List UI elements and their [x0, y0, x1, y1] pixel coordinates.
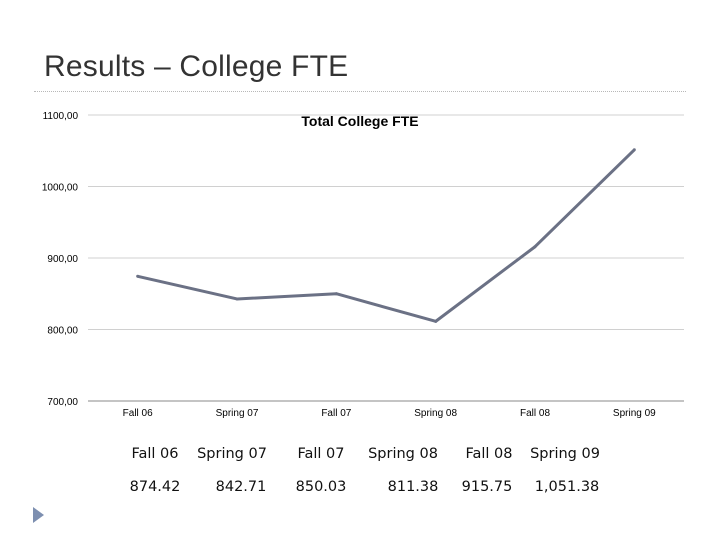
y-tick-label: 1000,00	[42, 183, 79, 194]
data-point	[434, 319, 438, 323]
table-header-cell: Fall 07	[297, 446, 345, 462]
title-divider	[34, 91, 686, 92]
y-tick-label: 1100,00	[43, 111, 79, 122]
table-header-cell: Fall 08	[465, 446, 513, 462]
table-value-cell: 842.71	[215, 479, 267, 495]
table-header-cell: Spring 09	[530, 446, 600, 462]
series-line	[137, 148, 636, 323]
data-point	[136, 274, 140, 278]
table-header-cell: Spring 08	[368, 446, 438, 462]
x-tick-label: Fall 06	[123, 408, 153, 419]
table-value-cell: 1,051.38	[534, 479, 600, 495]
table-header-cell: Fall 06	[131, 446, 179, 462]
data-point	[334, 292, 338, 296]
triangle-bullet-icon	[33, 507, 44, 523]
x-tick-label: Spring 08	[414, 408, 457, 419]
x-tick-label: Spring 09	[613, 408, 656, 419]
table-value-cell: 811.38	[387, 479, 439, 495]
chart-title: Total College FTE	[301, 113, 418, 129]
data-point	[632, 148, 636, 152]
slide-title: Results – College FTE	[44, 50, 349, 83]
y-tick-label: 700,00	[47, 397, 78, 408]
x-tick-label: Fall 08	[520, 408, 550, 419]
table-value-cell: 850.03	[295, 479, 347, 495]
y-tick-label: 800,00	[47, 326, 78, 337]
table-header-cell: Spring 07	[197, 446, 267, 462]
x-tick-label: Fall 07	[321, 408, 351, 419]
line-chart: 700,00 800,00 900,00 1000,00 1100,00 Fall 06…	[42, 111, 684, 419]
x-tick-label: Spring 07	[216, 408, 259, 419]
table-value-cell: 874.42	[129, 479, 181, 495]
data-table: Fall 06 Spring 07 Fall 07 Spring 08 Fall…	[0, 440, 720, 510]
data-point	[235, 297, 239, 301]
table-value-cell: 915.75	[461, 479, 513, 495]
data-point	[533, 245, 537, 249]
y-tick-label: 900,00	[47, 254, 78, 265]
